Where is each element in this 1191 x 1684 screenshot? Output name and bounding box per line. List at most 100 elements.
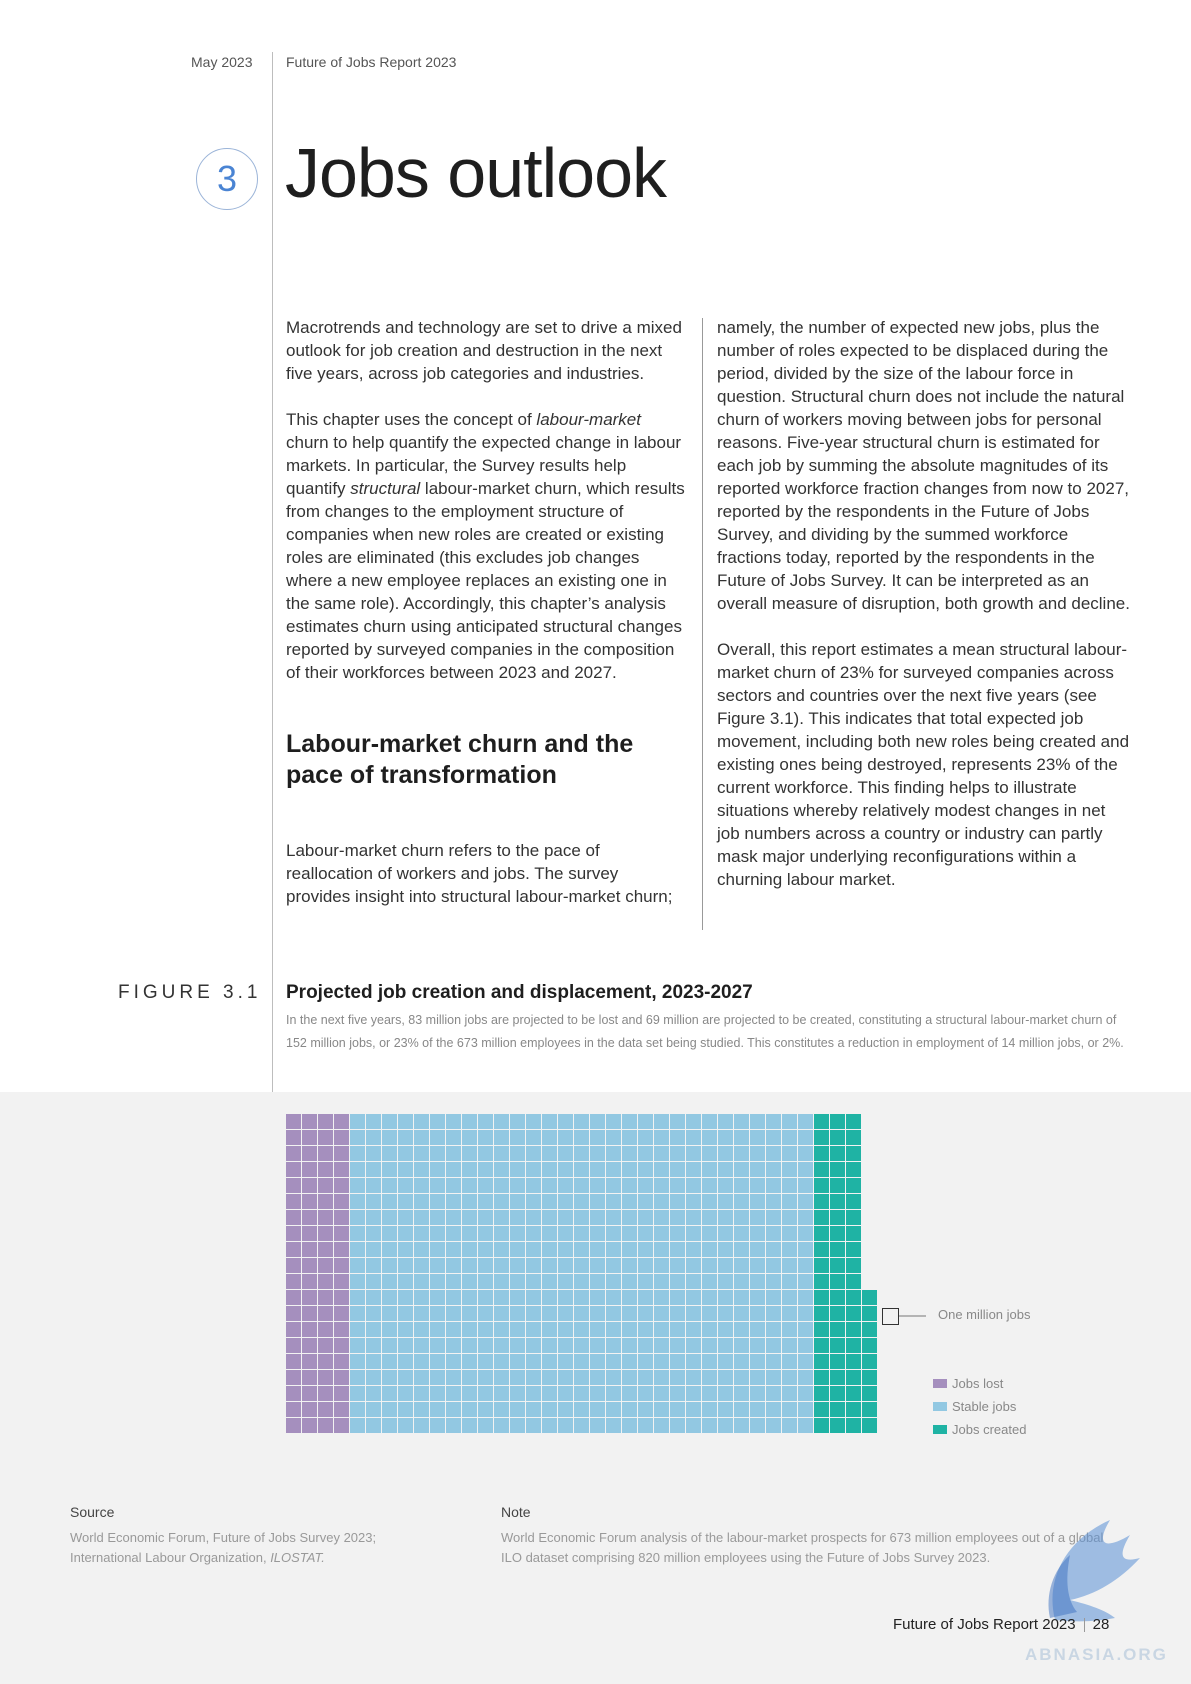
waffle-cell-stable-jobs [478,1290,493,1305]
waffle-cell-stable-jobs [686,1162,701,1177]
waffle-cell-jobs-lost [334,1210,349,1225]
waffle-cell-stable-jobs [558,1258,573,1273]
waffle-cell-stable-jobs [574,1258,589,1273]
waffle-cell-stable-jobs [574,1130,589,1145]
waffle-cell-jobs-lost [318,1242,333,1257]
waffle-cell-stable-jobs [414,1418,429,1433]
waffle-cell-jobs-created [846,1114,861,1129]
waffle-cell-stable-jobs [702,1130,717,1145]
waffle-cell-jobs-lost [334,1274,349,1289]
waffle-cell-stable-jobs [366,1178,381,1193]
waffle-cell-stable-jobs [558,1114,573,1129]
waffle-cell-jobs-lost [318,1290,333,1305]
waffle-cell-stable-jobs [542,1322,557,1337]
waffle-cell-stable-jobs [670,1290,685,1305]
waffle-cell-stable-jobs [766,1370,781,1385]
waffle-cell-stable-jobs [750,1114,765,1129]
waffle-cell-stable-jobs [526,1210,541,1225]
waffle-cell-stable-jobs [350,1370,365,1385]
waffle-cell-stable-jobs [350,1194,365,1209]
waffle-cell-jobs-created [814,1194,829,1209]
waffle-cell-stable-jobs [494,1226,509,1241]
waffle-cell-stable-jobs [510,1114,525,1129]
waffle-cell-jobs-created [830,1146,845,1161]
waffle-cell-stable-jobs [382,1114,397,1129]
waffle-cell-stable-jobs [414,1226,429,1241]
waffle-cell-stable-jobs [478,1210,493,1225]
waffle-cell-stable-jobs [574,1178,589,1193]
waffle-cell-stable-jobs [414,1178,429,1193]
waffle-cell-stable-jobs [510,1194,525,1209]
waffle-cell-stable-jobs [686,1338,701,1353]
waffle-cell-stable-jobs [478,1178,493,1193]
waffle-cell-jobs-created [846,1418,861,1433]
waffle-cell-jobs-created [830,1162,845,1177]
waffle-cell-stable-jobs [478,1274,493,1289]
waffle-cell-stable-jobs [446,1226,461,1241]
waffle-cell-stable-jobs [798,1178,813,1193]
waffle-cell-stable-jobs [702,1418,717,1433]
waffle-cell-stable-jobs [798,1290,813,1305]
waffle-cell-stable-jobs [590,1338,605,1353]
waffle-cell-jobs-lost [286,1226,301,1241]
waffle-cell-jobs-lost [286,1274,301,1289]
waffle-cell-stable-jobs [558,1370,573,1385]
waffle-cell-stable-jobs [734,1162,749,1177]
waffle-cell-stable-jobs [478,1338,493,1353]
waffle-cell-stable-jobs [446,1418,461,1433]
waffle-cell-stable-jobs [686,1290,701,1305]
waffle-cell-stable-jobs [686,1242,701,1257]
waffle-cell-stable-jobs [542,1194,557,1209]
waffle-cell-stable-jobs [606,1226,621,1241]
waffle-cell-stable-jobs [606,1242,621,1257]
waffle-cell-stable-jobs [750,1402,765,1417]
legend-label: Jobs created [952,1422,1027,1437]
waffle-cell-stable-jobs [686,1130,701,1145]
waffle-cell-stable-jobs [702,1370,717,1385]
waffle-cell-stable-jobs [494,1386,509,1401]
waffle-cell-jobs-created [814,1370,829,1385]
waffle-cell-stable-jobs [430,1274,445,1289]
waffle-cell-stable-jobs [590,1386,605,1401]
legend-label: Jobs lost [952,1376,1004,1391]
waffle-cell-stable-jobs [638,1370,653,1385]
waffle-cell-stable-jobs [494,1338,509,1353]
waffle-cell-stable-jobs [750,1354,765,1369]
header-report-title: Future of Jobs Report 2023 [286,54,457,70]
waffle-cell-stable-jobs [734,1338,749,1353]
waffle-cell-stable-jobs [542,1210,557,1225]
waffle-cell-jobs-lost [302,1402,317,1417]
waffle-cell-stable-jobs [398,1194,413,1209]
waffle-cell-stable-jobs [654,1370,669,1385]
waffle-cell-stable-jobs [350,1242,365,1257]
waffle-cell-stable-jobs [702,1226,717,1241]
chart-legend: Jobs lost Stable jobs Jobs created [933,1372,1026,1441]
waffle-cell-stable-jobs [638,1418,653,1433]
waffle-cell-stable-jobs [622,1418,637,1433]
waffle-cell-stable-jobs [382,1242,397,1257]
waffle-cell-stable-jobs [670,1370,685,1385]
waffle-cell-stable-jobs [398,1226,413,1241]
waffle-cell-stable-jobs [654,1178,669,1193]
waffle-cell-stable-jobs [542,1354,557,1369]
waffle-cell-stable-jobs [686,1210,701,1225]
waffle-cell-stable-jobs [686,1274,701,1289]
waffle-cell-stable-jobs [382,1290,397,1305]
waffle-cell-stable-jobs [782,1226,797,1241]
waffle-cell-stable-jobs [366,1130,381,1145]
waffle-cell-jobs-created [830,1370,845,1385]
waffle-cell-stable-jobs [654,1402,669,1417]
figure-subtitle: In the next five years, 83 million jobs … [286,1013,1124,1050]
waffle-cell-stable-jobs [686,1418,701,1433]
waffle-cell-jobs-lost [334,1354,349,1369]
waffle-cell-stable-jobs [430,1242,445,1257]
waffle-cell-stable-jobs [750,1162,765,1177]
waffle-cell-stable-jobs [702,1162,717,1177]
waffle-cell-stable-jobs [734,1130,749,1145]
waffle-cell-stable-jobs [766,1194,781,1209]
waffle-cell-stable-jobs [766,1418,781,1433]
waffle-cell-stable-jobs [414,1322,429,1337]
waffle-cell-stable-jobs [766,1386,781,1401]
waffle-cell-stable-jobs [718,1130,733,1145]
waffle-cell-stable-jobs [398,1338,413,1353]
